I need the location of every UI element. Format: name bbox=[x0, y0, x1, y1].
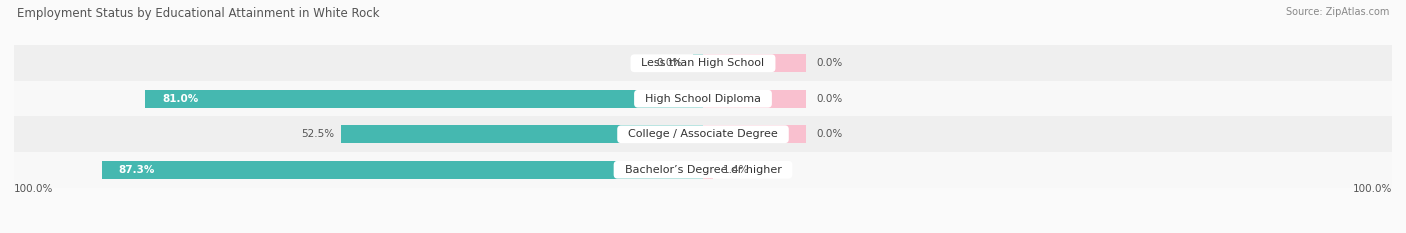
Text: 100.0%: 100.0% bbox=[14, 184, 53, 194]
Text: 87.3%: 87.3% bbox=[118, 165, 155, 175]
Bar bbox=[693, 54, 703, 72]
Text: 0.0%: 0.0% bbox=[657, 58, 682, 68]
Text: Bachelor’s Degree or higher: Bachelor’s Degree or higher bbox=[617, 165, 789, 175]
Text: 0.0%: 0.0% bbox=[817, 94, 844, 104]
Bar bbox=[342, 125, 703, 144]
Bar bbox=[703, 125, 807, 144]
Text: High School Diploma: High School Diploma bbox=[638, 94, 768, 104]
Text: 52.5%: 52.5% bbox=[301, 129, 335, 139]
Bar bbox=[14, 116, 1392, 152]
Text: 100.0%: 100.0% bbox=[1353, 184, 1392, 194]
Text: Less than High School: Less than High School bbox=[634, 58, 772, 68]
Text: 1.4%: 1.4% bbox=[723, 165, 749, 175]
Text: College / Associate Degree: College / Associate Degree bbox=[621, 129, 785, 139]
Text: 0.0%: 0.0% bbox=[817, 58, 844, 68]
Text: 0.0%: 0.0% bbox=[817, 129, 844, 139]
Bar bbox=[703, 161, 713, 179]
Text: Employment Status by Educational Attainment in White Rock: Employment Status by Educational Attainm… bbox=[17, 7, 380, 20]
Text: 81.0%: 81.0% bbox=[162, 94, 198, 104]
Bar bbox=[101, 161, 703, 179]
Bar bbox=[14, 152, 1392, 188]
Text: Source: ZipAtlas.com: Source: ZipAtlas.com bbox=[1285, 7, 1389, 17]
Bar bbox=[14, 81, 1392, 116]
Bar bbox=[14, 45, 1392, 81]
Bar bbox=[145, 89, 703, 108]
Bar bbox=[703, 54, 807, 72]
Bar bbox=[703, 89, 807, 108]
